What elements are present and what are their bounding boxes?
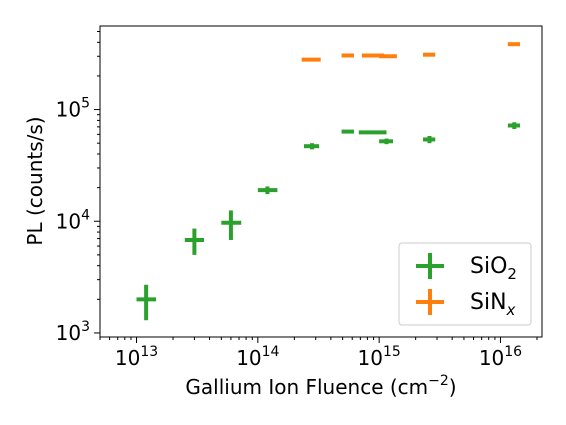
data-point bbox=[358, 130, 387, 135]
legend-label-sio2: SiO bbox=[470, 254, 507, 279]
data-point bbox=[341, 53, 354, 58]
x-tick-label: 1013 bbox=[115, 344, 158, 370]
series-layer bbox=[136, 42, 521, 321]
x-tick-label: 1014 bbox=[236, 344, 279, 370]
legend-entry-sio2: SiO2 bbox=[416, 253, 517, 283]
data-point bbox=[184, 228, 205, 255]
data-point bbox=[507, 42, 521, 47]
data-point bbox=[341, 129, 354, 134]
data-point bbox=[423, 52, 436, 57]
y-axis-label: PL (counts/s) bbox=[23, 116, 47, 245]
legend-marker-sinx bbox=[416, 289, 444, 315]
data-point bbox=[257, 186, 278, 195]
series-0 bbox=[136, 122, 521, 321]
svg-text:SiNx: SiNx bbox=[470, 290, 516, 319]
data-point bbox=[379, 54, 397, 59]
data-point bbox=[301, 57, 321, 62]
y-axis: 103 104 105 bbox=[56, 30, 100, 345]
data-point bbox=[136, 284, 157, 321]
y-tick-label: 105 bbox=[56, 96, 90, 122]
y-tick-label: 104 bbox=[56, 207, 90, 233]
data-point bbox=[379, 138, 393, 145]
data-point bbox=[507, 122, 521, 129]
plot-area: 1013 1014 1015 1016 103 104 105 bbox=[56, 25, 543, 370]
svg-text:SiO2: SiO2 bbox=[470, 254, 517, 283]
x-tick-label: 1015 bbox=[358, 344, 401, 370]
x-axis-label-exponent: −2 bbox=[428, 373, 449, 389]
legend-entry-sinx: SiNx bbox=[416, 289, 516, 319]
legend-marker-sio2 bbox=[416, 253, 444, 279]
data-point bbox=[423, 135, 436, 144]
x-axis: 1013 1014 1015 1016 bbox=[99, 337, 538, 370]
x-tick-label: 1016 bbox=[479, 344, 522, 370]
legend: SiO2 SiNx bbox=[398, 242, 532, 326]
y-tick-label: 103 bbox=[56, 319, 90, 345]
data-point bbox=[303, 143, 320, 150]
data-point bbox=[221, 210, 242, 240]
x-axis-label: Gallium Ion Fluence (cm−2) bbox=[185, 373, 456, 399]
series-1 bbox=[301, 42, 521, 62]
legend-label-sinx: SiN bbox=[470, 290, 507, 315]
